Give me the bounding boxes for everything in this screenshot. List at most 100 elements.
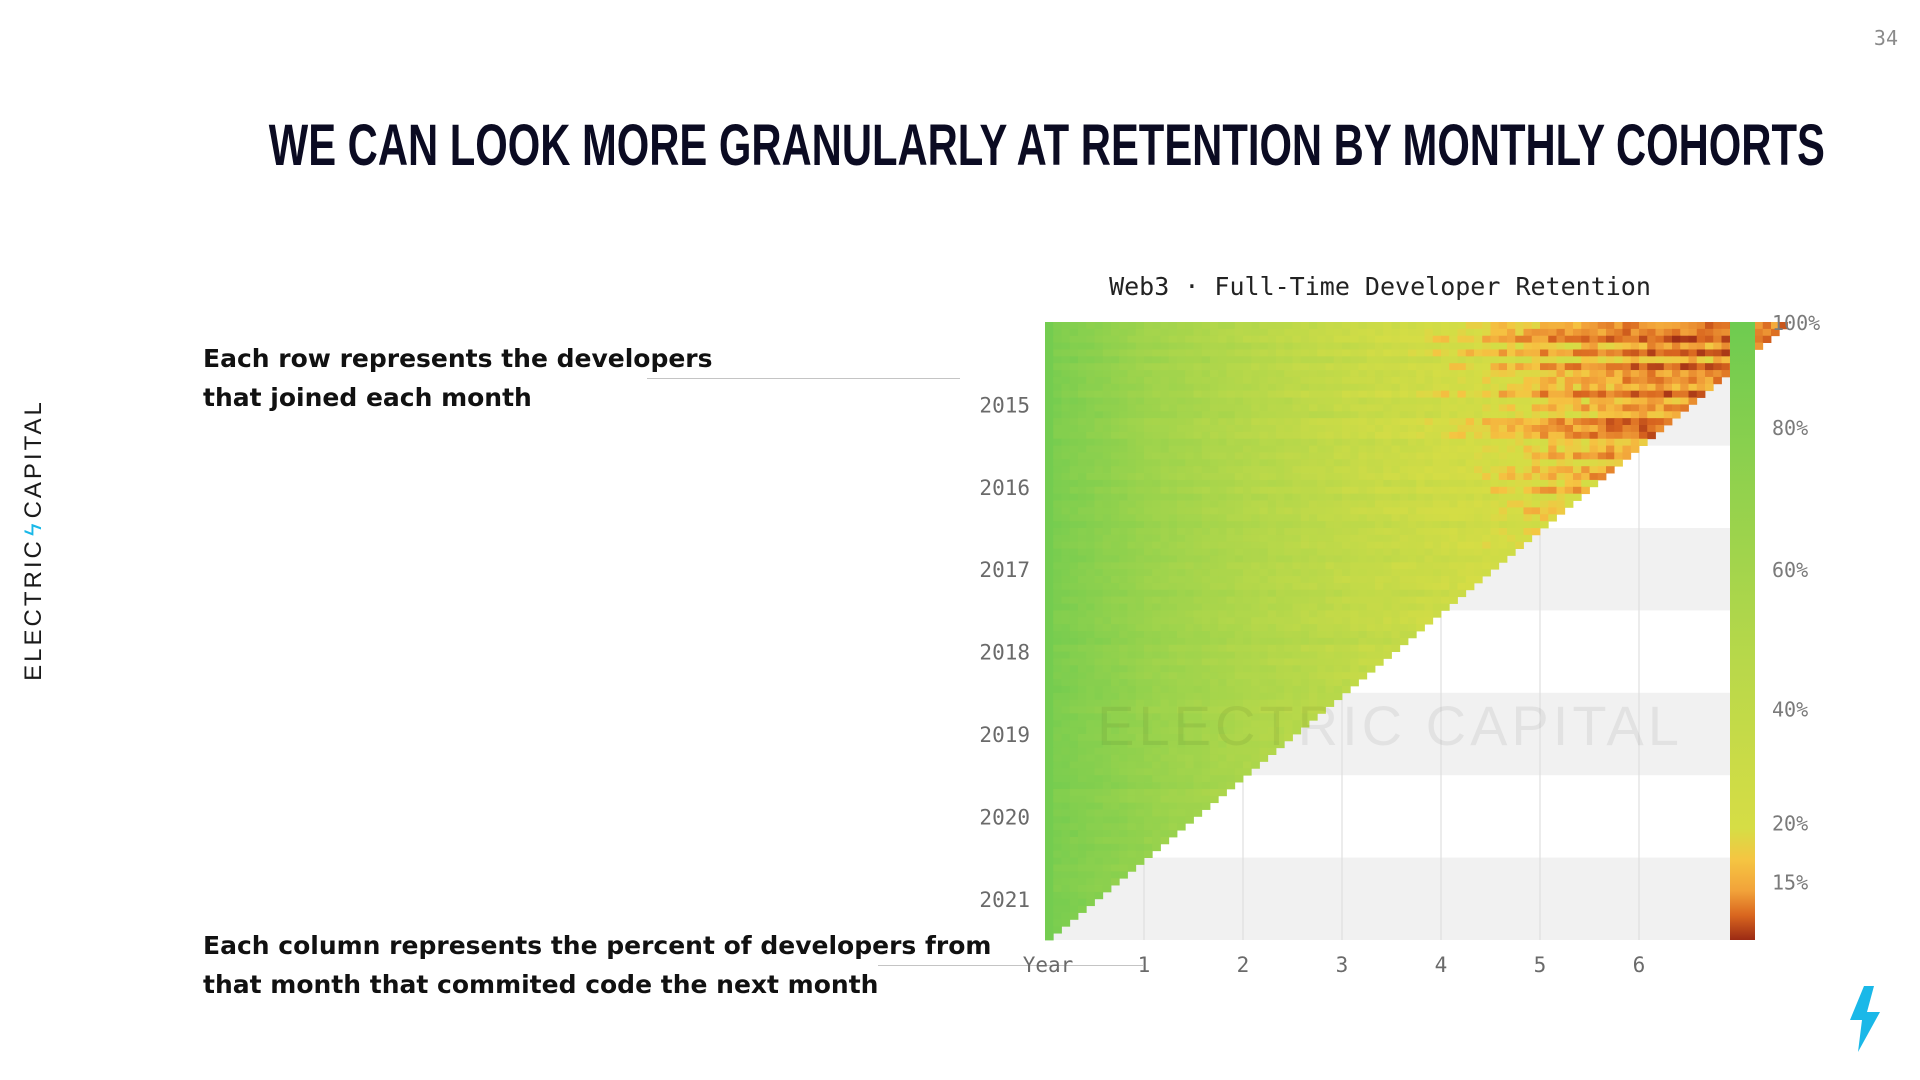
heatmap-cell bbox=[1210, 404, 1219, 412]
heatmap-cell bbox=[1441, 363, 1450, 371]
heatmap-cell bbox=[1135, 438, 1145, 446]
heatmap-cell bbox=[1243, 692, 1252, 701]
heatmap-cell bbox=[1086, 528, 1095, 536]
heatmap-cell bbox=[1243, 665, 1252, 673]
heatmap-cell bbox=[1416, 363, 1425, 371]
heatmap-cell bbox=[1259, 493, 1269, 501]
heatmap-cell bbox=[1498, 459, 1508, 467]
heatmap-cell bbox=[1127, 727, 1137, 735]
chart-title: Web3 · Full-Time Developer Retention bbox=[1109, 272, 1651, 301]
heatmap-cell bbox=[1432, 541, 1442, 549]
heatmap-cell bbox=[1243, 589, 1252, 598]
heatmap-cell bbox=[1234, 775, 1244, 783]
heatmap-cell bbox=[1457, 425, 1467, 433]
heatmap-cell bbox=[1069, 528, 1079, 536]
heatmap-cell bbox=[1234, 679, 1244, 687]
heatmap-cell bbox=[1259, 376, 1269, 385]
heatmap-cell bbox=[1267, 624, 1277, 632]
heatmap-cell bbox=[1053, 802, 1062, 810]
heatmap-cell bbox=[1375, 418, 1384, 426]
heatmap-cell bbox=[1152, 788, 1161, 797]
heatmap-cell bbox=[1177, 582, 1186, 591]
heatmap-cell bbox=[1094, 452, 1104, 460]
heatmap-cell bbox=[1267, 404, 1277, 412]
heatmap-cell bbox=[1267, 521, 1277, 529]
heatmap-cell bbox=[1218, 514, 1227, 522]
heatmap-cell bbox=[1416, 370, 1425, 378]
heatmap-cell bbox=[1342, 576, 1351, 584]
heatmap-cell bbox=[1243, 685, 1252, 694]
heatmap-cell bbox=[1267, 589, 1277, 598]
heatmap-cell bbox=[1053, 452, 1062, 460]
heatmap-cell bbox=[1474, 328, 1483, 337]
heatmap-cell bbox=[1614, 438, 1623, 446]
heatmap-cell bbox=[1210, 548, 1219, 556]
heatmap-cell bbox=[1342, 411, 1351, 419]
heatmap-cell bbox=[1177, 637, 1186, 646]
heatmap-cell bbox=[1267, 418, 1277, 426]
heatmap-cell bbox=[1300, 665, 1310, 673]
heatmap-cell bbox=[1300, 425, 1310, 433]
heatmap-cell bbox=[1622, 397, 1632, 405]
heatmap-cell bbox=[1086, 541, 1095, 549]
heatmap-cell bbox=[1515, 390, 1524, 398]
heatmap-cell bbox=[1358, 603, 1368, 611]
heatmap-cell bbox=[1094, 390, 1104, 398]
heatmap-cell bbox=[1325, 363, 1335, 371]
heatmap-cell bbox=[1234, 768, 1244, 776]
heatmap-cell bbox=[1366, 528, 1376, 536]
heatmap-cell bbox=[1424, 582, 1434, 591]
heatmap-cell bbox=[1053, 418, 1062, 426]
heatmap-cell bbox=[1366, 431, 1376, 440]
heatmap-cell bbox=[1630, 370, 1640, 378]
heatmap-cell bbox=[1061, 356, 1071, 364]
heatmap-cell bbox=[1061, 589, 1071, 598]
heatmap-cell bbox=[1259, 473, 1269, 481]
heatmap-cell bbox=[1094, 596, 1104, 604]
heatmap-cell bbox=[1185, 328, 1194, 337]
heatmap-cell bbox=[1292, 459, 1302, 467]
heatmap-cell bbox=[1267, 610, 1277, 618]
heatmap-cell bbox=[1210, 507, 1219, 515]
heatmap-cell bbox=[1243, 445, 1252, 453]
heatmap-cell bbox=[1490, 383, 1500, 392]
heatmap-cell bbox=[1333, 479, 1343, 488]
heatmap-cell bbox=[1457, 322, 1467, 330]
heatmap-cell bbox=[1333, 370, 1343, 378]
heatmap-cell bbox=[1102, 582, 1112, 591]
heatmap-cell bbox=[1111, 816, 1120, 824]
heatmap-cell bbox=[1432, 521, 1442, 529]
heatmap-cell bbox=[1094, 843, 1104, 852]
heatmap-cell bbox=[1119, 644, 1128, 652]
heatmap-cell bbox=[1144, 802, 1153, 810]
heatmap-cell bbox=[1556, 500, 1566, 508]
heatmap-cell bbox=[1366, 322, 1376, 330]
heatmap-cell bbox=[1152, 699, 1161, 707]
heatmap-cell bbox=[1276, 685, 1285, 694]
heatmap-cell bbox=[1556, 363, 1566, 371]
heatmap-cell bbox=[1119, 521, 1128, 529]
heatmap-cell bbox=[1581, 473, 1590, 481]
heatmap-cell bbox=[1078, 418, 1087, 426]
heatmap-cell bbox=[1251, 397, 1260, 405]
heatmap-cell bbox=[1399, 425, 1409, 433]
heatmap-cell bbox=[1589, 438, 1599, 446]
heatmap-cell bbox=[1276, 342, 1285, 350]
heatmap-cell bbox=[1457, 459, 1467, 467]
heatmap-cell bbox=[1094, 507, 1104, 515]
heatmap-cell bbox=[1300, 328, 1310, 337]
heatmap-cell bbox=[1457, 445, 1467, 453]
heatmap-cell bbox=[1243, 342, 1252, 350]
heatmap-cell bbox=[1193, 617, 1203, 625]
heatmap-cell bbox=[1135, 390, 1145, 398]
heatmap-cell bbox=[1069, 521, 1079, 529]
column-annotation-line: that month that commited code the next m… bbox=[203, 970, 879, 999]
heatmap-cell bbox=[1614, 349, 1623, 357]
heatmap-cell bbox=[1185, 507, 1194, 515]
heatmap-cell bbox=[1045, 466, 1054, 474]
heatmap-cell bbox=[1210, 528, 1219, 536]
heatmap-cell bbox=[1152, 809, 1161, 817]
heatmap-cell bbox=[1119, 699, 1128, 707]
heatmap-cell bbox=[1152, 376, 1161, 385]
heatmap-cell bbox=[1177, 528, 1186, 536]
